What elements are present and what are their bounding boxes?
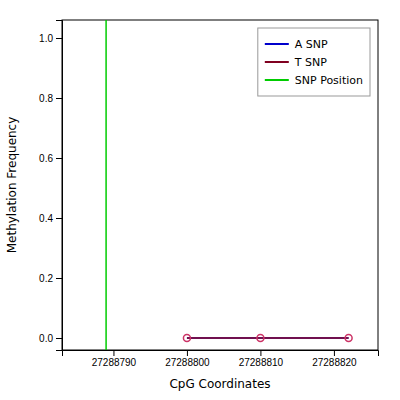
x-tick-label: 27288800 <box>165 357 210 368</box>
y-tick: 0.4 <box>39 213 62 224</box>
x-tick: 27288820 <box>312 350 357 368</box>
line <box>187 337 349 339</box>
y-tick-mark <box>56 38 62 39</box>
y-tick-label: 0.8 <box>39 93 53 104</box>
x-tick: 27288800 <box>165 350 210 368</box>
legend-item: SNP Position <box>265 74 363 87</box>
x-tick: 27288810 <box>239 350 284 368</box>
y-tick: 0.6 <box>39 153 62 164</box>
x-tick: 27288790 <box>92 350 137 368</box>
y-axis-line <box>56 21 63 351</box>
y-tick-label: 1.0 <box>39 33 53 44</box>
x-tick-mark <box>260 350 261 356</box>
x-axis: 27288790 27288800 27288810 27288820 <box>63 350 379 368</box>
y-axis: 0.0 0.2 0.4 0.6 0.8 1.0 <box>39 21 62 351</box>
y-tick-label: 0.0 <box>39 333 53 344</box>
legend-label: T SNP <box>294 56 327 69</box>
y-tick: 0.0 <box>39 333 62 344</box>
point <box>345 335 352 342</box>
legend-swatch <box>265 43 289 45</box>
x-axis-title: CpG Coordinates <box>169 377 270 391</box>
y-tick-mark <box>56 158 62 159</box>
legend-swatch <box>265 61 289 63</box>
y-tick-mark <box>56 278 62 279</box>
legend-box <box>258 28 370 96</box>
y-tick-label: 0.2 <box>39 273 53 284</box>
y-tick-label: 0.6 <box>39 153 53 164</box>
y-axis-title: Methylation Frequency <box>5 117 19 254</box>
x-tick-mark <box>113 350 114 356</box>
vertical-line <box>105 20 107 350</box>
y-tick-mark <box>56 218 62 219</box>
plot: 272887902728880027288810272888200.00.20.… <box>39 20 378 368</box>
x-tick-label: 27288820 <box>312 357 357 368</box>
line <box>187 337 349 339</box>
y-tick-mark <box>56 338 62 339</box>
point <box>183 335 190 342</box>
legend-swatch <box>265 79 289 81</box>
x-tick-label: 27288810 <box>239 357 284 368</box>
x-axis-line <box>63 351 379 357</box>
legend: A SNP T SNP SNP Position <box>258 28 370 96</box>
y-tick: 0.8 <box>39 93 62 104</box>
legend-item: A SNP <box>265 38 328 51</box>
y-tick-mark <box>56 98 62 99</box>
y-tick-label: 0.4 <box>39 213 53 224</box>
legend-item: T SNP <box>265 56 327 69</box>
x-tick-mark <box>334 350 335 356</box>
plot-frame <box>62 20 378 350</box>
y-tick: 1.0 <box>39 33 62 44</box>
x-tick-mark <box>187 350 188 356</box>
legend-label: SNP Position <box>295 74 363 87</box>
y-tick: 0.2 <box>39 273 62 284</box>
point <box>257 335 264 342</box>
legend-label: A SNP <box>295 38 328 51</box>
chart: 272887902728880027288810272888200.00.20.… <box>0 0 400 400</box>
x-tick-label: 27288790 <box>92 357 137 368</box>
